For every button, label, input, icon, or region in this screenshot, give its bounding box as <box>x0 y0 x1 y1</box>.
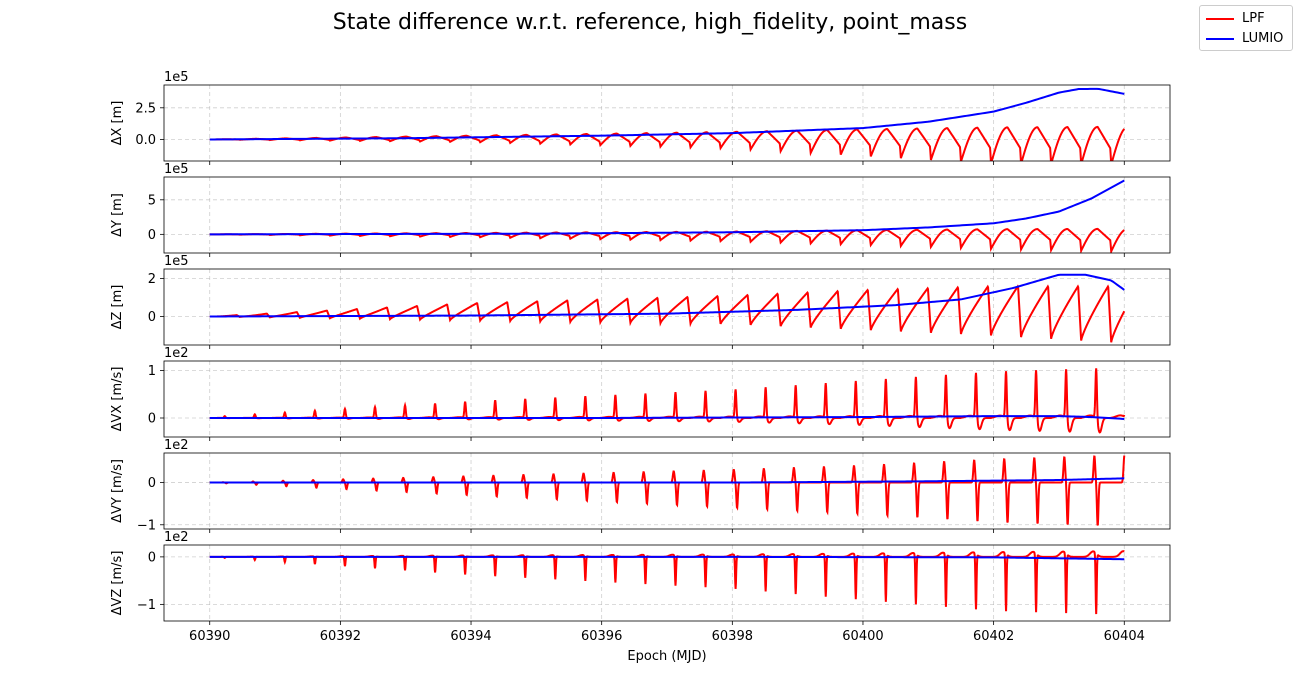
panel-1-offset-label: 1e5 <box>164 70 189 85</box>
panel-4-series-lumio <box>209 415 1125 420</box>
panel-6-ytick-label-1: 0 <box>148 550 156 565</box>
panel-2-offset-label: 1e5 <box>164 162 189 177</box>
panel-2-ytick-label-1: 5 <box>148 193 156 208</box>
panel-1-frame <box>163 84 1171 162</box>
xtick-label-4: 60398 <box>712 629 753 644</box>
panel-4-ytick-label-1: 1 <box>148 364 156 379</box>
panel-5-ylabel: ΔVY [m/s] <box>110 459 125 523</box>
panel-6-ytick-label-0: −1 <box>137 598 156 613</box>
xtick-label-6: 60402 <box>973 629 1014 644</box>
panel-3-ytick-label-0: 0 <box>148 310 156 325</box>
panel-4-offset-label: 1e2 <box>164 346 189 361</box>
panel-6-frame <box>163 544 1171 622</box>
panel-3-ytick-label-1: 2 <box>148 272 156 287</box>
panel-5-ytick-label-1: 0 <box>148 476 156 491</box>
xtick-label-7: 60404 <box>1104 629 1145 644</box>
panel-5-series-lpf <box>209 455 1126 526</box>
panel-5-series-lumio <box>209 477 1125 484</box>
panel-2-series-lpf <box>209 227 1125 253</box>
panel-1-ylabel: ΔX [m] <box>110 101 125 146</box>
panel-4-series-lpf <box>209 368 1126 434</box>
panel-3-offset-label: 1e5 <box>164 254 189 269</box>
panel-1-ytick-label-0: 0.0 <box>135 133 156 148</box>
xtick-label-5: 60400 <box>842 629 883 644</box>
x-axis-label: Epoch (MJD) <box>627 649 706 664</box>
panel-6-offset-label: 1e2 <box>164 530 189 545</box>
panel-2-ytick-label-0: 0 <box>148 228 156 243</box>
panel-1-ytick-label-1: 2.5 <box>135 101 156 116</box>
panel-2-ylabel: ΔY [m] <box>110 193 125 237</box>
panel-4-frame <box>163 360 1171 438</box>
panel-6-series-lumio <box>209 555 1125 561</box>
panel-5-offset-label: 1e2 <box>164 438 189 453</box>
legend-swatch-lpf <box>1206 18 1234 20</box>
legend-label-lumio: LUMIO <box>1242 31 1284 46</box>
panel-1-series-lpf <box>209 125 1126 161</box>
xtick-label-2: 60394 <box>450 629 491 644</box>
panel-6-ylabel: ΔVZ [m/s] <box>110 551 125 616</box>
xtick-label-1: 60392 <box>320 629 361 644</box>
panel-4-ytick-label-0: 0 <box>148 412 156 427</box>
xtick-label-0: 60390 <box>189 629 230 644</box>
chart-title: State difference w.r.t. reference, high_… <box>332 10 968 35</box>
legend: LPF LUMIO <box>1199 5 1293 51</box>
panel-1-series-lumio <box>209 87 1125 141</box>
panel-5-ytick-label-0: −1 <box>137 518 156 533</box>
panel-2-series-lumio <box>209 179 1125 236</box>
legend-swatch-lumio <box>1206 38 1234 40</box>
legend-label-lpf: LPF <box>1242 11 1265 26</box>
panel-4-ylabel: ΔVX [m/s] <box>110 367 125 432</box>
panel-3-series-lumio <box>209 273 1125 318</box>
panel-3-frame <box>163 268 1171 346</box>
panel-3-ylabel: ΔZ [m] <box>110 285 125 330</box>
panel-2-frame <box>163 176 1171 254</box>
panel-3-series-lpf <box>209 284 1126 343</box>
panel-5-frame <box>163 452 1171 530</box>
xtick-label-3: 60396 <box>581 629 622 644</box>
